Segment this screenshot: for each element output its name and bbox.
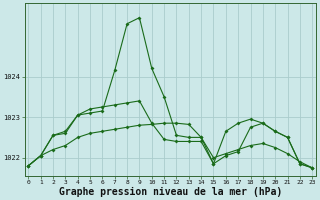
X-axis label: Graphe pression niveau de la mer (hPa): Graphe pression niveau de la mer (hPa) bbox=[59, 186, 282, 197]
